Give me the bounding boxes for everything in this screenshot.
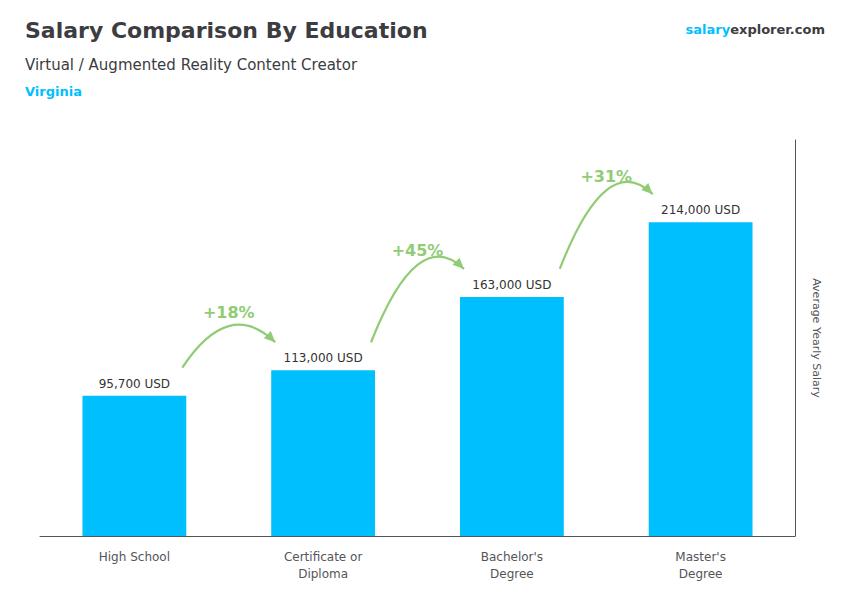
svg-text:Virginia: Virginia xyxy=(25,84,82,99)
svg-text:High School: High School xyxy=(99,550,170,564)
svg-text:214,000 USD: 214,000 USD xyxy=(661,203,740,217)
svg-text:Salary Comparison By Education: Salary Comparison By Education xyxy=(25,18,428,43)
svg-text:Average Yearly Salary: Average Yearly Salary xyxy=(810,278,823,398)
svg-text:163,000 USD: 163,000 USD xyxy=(472,278,551,292)
svg-text:Virtual / Augmented Reality Co: Virtual / Augmented Reality Content Crea… xyxy=(25,56,358,74)
svg-text:+18%: +18% xyxy=(203,303,255,322)
svg-text:Bachelor's: Bachelor's xyxy=(481,550,543,564)
svg-text:Degree: Degree xyxy=(490,567,534,581)
svg-text:salary: salary xyxy=(686,22,731,37)
svg-text:+31%: +31% xyxy=(580,167,632,186)
svg-text:explorer.com: explorer.com xyxy=(730,22,825,37)
svg-text:Master's: Master's xyxy=(675,550,726,564)
svg-text:113,000 USD: 113,000 USD xyxy=(284,351,363,365)
svg-text:95,700 USD: 95,700 USD xyxy=(99,377,170,391)
svg-text:Certificate or: Certificate or xyxy=(284,550,362,564)
svg-text:+45%: +45% xyxy=(392,241,444,260)
svg-text:Diploma: Diploma xyxy=(298,567,348,581)
svg-text:Degree: Degree xyxy=(679,567,723,581)
